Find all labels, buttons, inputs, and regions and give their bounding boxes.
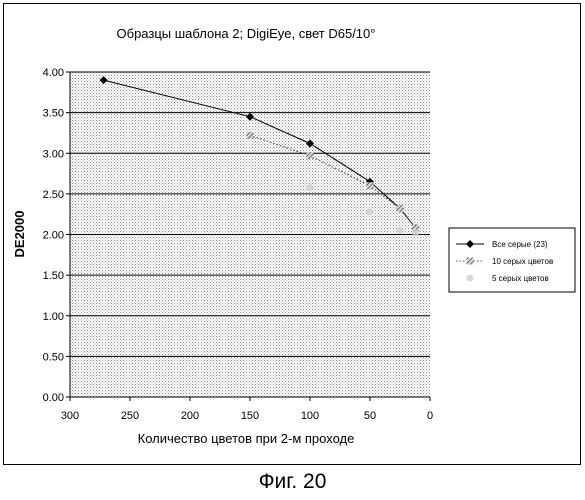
- y-tick-label: 4.00: [43, 67, 64, 79]
- x-tick-label: 50: [364, 410, 376, 422]
- data-point: [307, 152, 314, 159]
- data-point: [367, 182, 374, 189]
- y-tick-label: 2.50: [43, 189, 64, 201]
- y-tick-labels: 0.00 0.50 1.00 1.50 2.00 2.50 3.00 3.50 4.00: [43, 67, 64, 404]
- x-tick-label: 150: [241, 410, 259, 422]
- x-tick-labels: 300 250 200 150 100 50 0: [61, 397, 433, 422]
- figure-caption: Фиг. 20: [0, 470, 585, 494]
- data-point: [412, 229, 419, 236]
- x-tick-label: 0: [427, 410, 433, 422]
- legend-entry: Все серые (23): [456, 240, 548, 249]
- data-point: [307, 184, 314, 191]
- x-tick-label: 300: [61, 410, 79, 422]
- y-tick-label: 3.50: [43, 108, 64, 120]
- y-tick-label: 0.00: [43, 392, 64, 404]
- chart-svg: Образцы шаблона 2; DigiEye, свет D65/10°…: [0, 0, 585, 470]
- legend: Все серые (23) 10 серых цветов 5 серых цве…: [449, 228, 575, 292]
- data-point: [397, 227, 404, 234]
- data-point: [247, 132, 254, 139]
- y-tick-label: 2.00: [43, 230, 64, 242]
- y-axis-title: DE2000: [12, 211, 27, 258]
- y-tick-label: 0.50: [43, 351, 64, 363]
- legend-marker: [467, 275, 474, 282]
- data-point: [367, 208, 374, 215]
- legend-label: 5 серых цветов: [492, 274, 549, 283]
- y-tick-label: 1.50: [43, 270, 64, 282]
- chart-title: Образцы шаблона 2; DigiEye, свет D65/10°: [117, 26, 376, 41]
- y-tick-label: 3.00: [43, 148, 64, 160]
- legend-marker: [467, 258, 474, 265]
- legend-label: Все серые (23): [492, 240, 548, 249]
- data-point: [397, 205, 404, 212]
- x-tick-label: 250: [121, 410, 139, 422]
- y-tick-label: 1.00: [43, 311, 64, 323]
- x-tick-label: 200: [181, 410, 199, 422]
- legend-label: 10 серых цветов: [492, 257, 553, 266]
- x-axis-title: Количество цветов при 2-м проходе: [138, 431, 355, 446]
- x-tick-label: 100: [301, 410, 319, 422]
